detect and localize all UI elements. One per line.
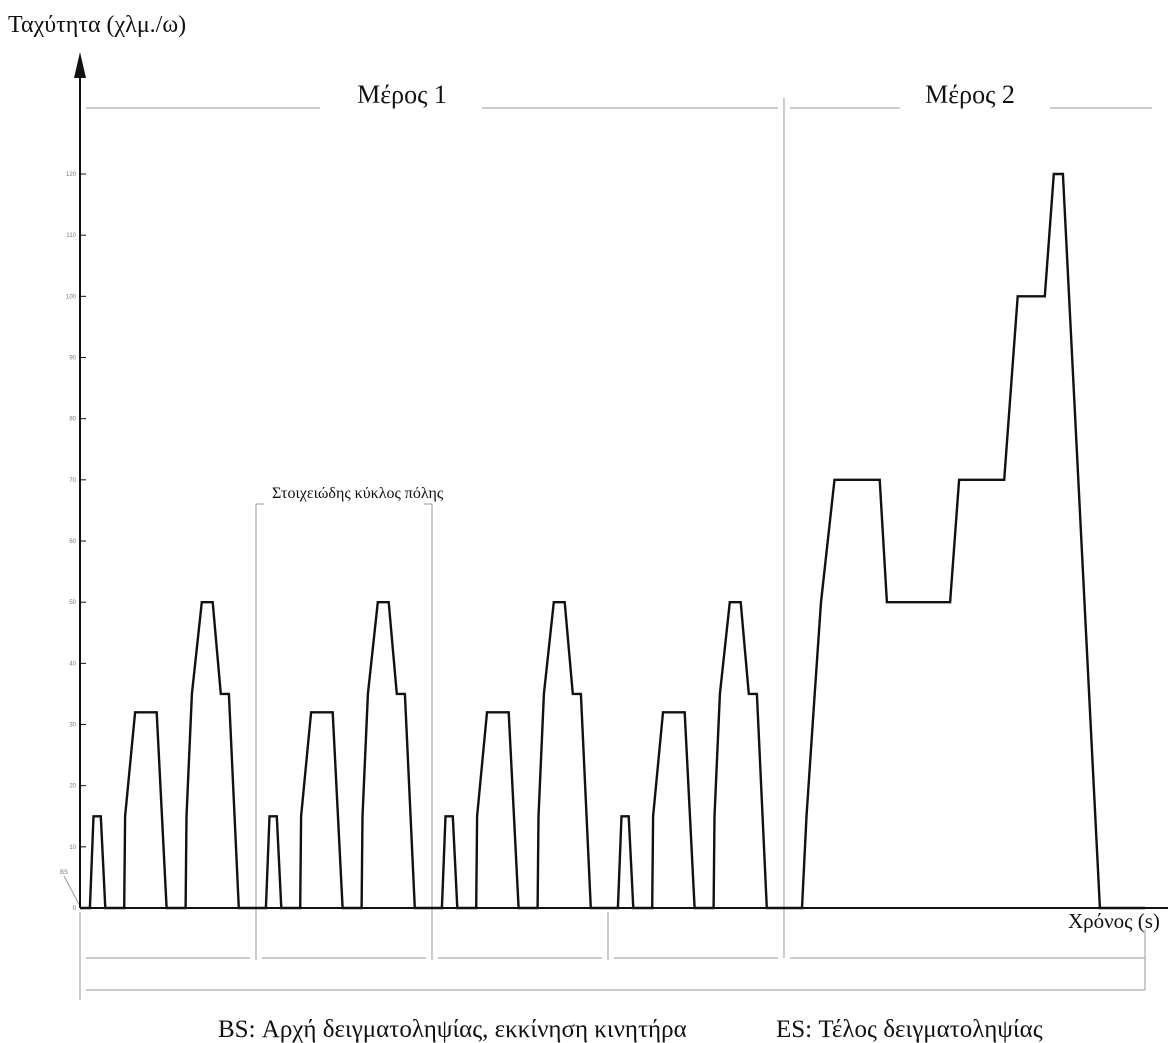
bs-marker-label: BS xyxy=(60,870,68,876)
y-tick-label: 120 xyxy=(66,172,77,178)
part-2-label: Μέρος 2 xyxy=(925,80,1015,109)
y-tick-label: 40 xyxy=(69,661,76,667)
y-tick-label: 30 xyxy=(69,723,76,729)
y-tick-label: 20 xyxy=(69,784,76,790)
elementary-cycle-label: Στοιχειώδης κύκλος πόλης xyxy=(272,485,444,502)
y-tick-label: 0 xyxy=(73,906,77,912)
plot-area xyxy=(80,172,1145,910)
footnote-bs: BS: Αρχή δειγματοληψίας, εκκίνηση κινητή… xyxy=(218,1016,687,1043)
y-ticks: 0 10 20 30 40 50 60 70 80 90 100 110 120 xyxy=(66,172,86,912)
y-axis-label: Ταχύτητα (χλμ./ω) xyxy=(8,12,186,38)
y-tick-label: 100 xyxy=(66,294,77,300)
bs-marker-leader xyxy=(63,875,81,907)
y-tick-label: 110 xyxy=(66,233,76,239)
y-tick-label: 70 xyxy=(69,478,76,484)
footnote-es: ES: Τέλος δειγματοληψίας xyxy=(776,1016,1043,1043)
y-tick-label: 10 xyxy=(69,845,76,851)
y-tick-label: 50 xyxy=(69,600,76,606)
y-axis-arrow xyxy=(74,52,86,78)
y-tick-label: 60 xyxy=(69,539,76,545)
y-tick-label: 90 xyxy=(69,356,76,362)
speed-curve xyxy=(80,172,1145,910)
guide-lines xyxy=(79,98,1152,1000)
x-axis-label: Χρόνος (s) xyxy=(1068,909,1160,933)
part-1-label: Μέρος 1 xyxy=(357,80,447,109)
y-tick-label: 80 xyxy=(69,417,76,423)
